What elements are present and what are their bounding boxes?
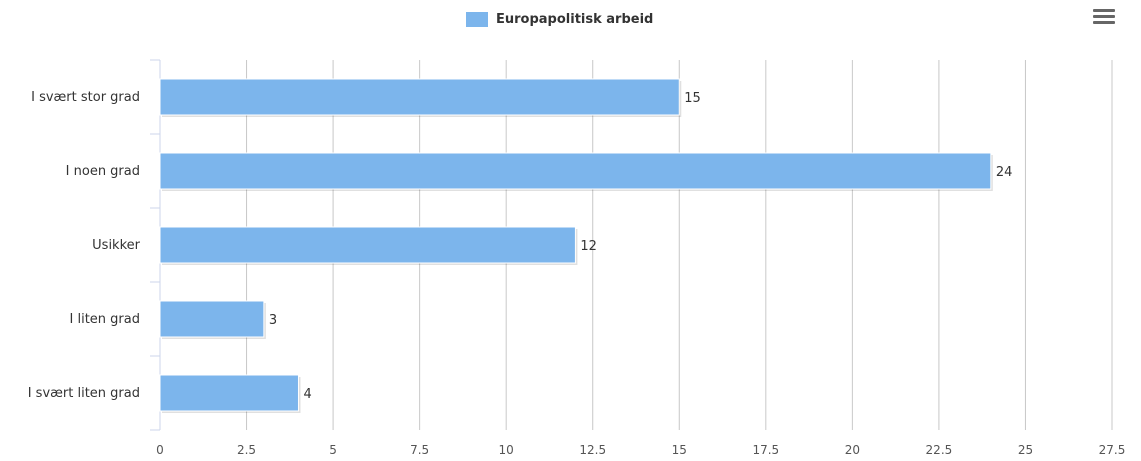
data-label: 3 bbox=[269, 313, 277, 328]
data-label: 15 bbox=[684, 91, 701, 106]
legend-label: Europapolitisk arbeid bbox=[496, 11, 654, 27]
legend[interactable]: Europapolitisk arbeid bbox=[466, 10, 653, 28]
value-axis-ticks: 0 2.5 5 7.5 10 12.5 15 17.5 20 22.5 25 27.5 bbox=[156, 443, 1125, 457]
x-tick-label: 20 bbox=[845, 443, 860, 457]
x-tick-label: 15 bbox=[672, 443, 687, 457]
x-tick-label: 17.5 bbox=[752, 443, 779, 457]
x-tick-label: 12.5 bbox=[579, 443, 606, 457]
x-tick-label: 5 bbox=[329, 443, 337, 457]
data-label: 24 bbox=[996, 165, 1013, 180]
x-tick-label: 7.5 bbox=[410, 443, 429, 457]
x-tick-label: 2.5 bbox=[237, 443, 256, 457]
category-label: Usikker bbox=[92, 238, 140, 253]
data-labels: 15 24 12 3 4 bbox=[269, 91, 1013, 402]
bar[interactable] bbox=[159, 300, 265, 338]
hamburger-menu-icon[interactable] bbox=[1093, 6, 1115, 26]
grid-lines bbox=[246, 60, 1113, 430]
bar[interactable] bbox=[159, 374, 299, 412]
category-label: I liten grad bbox=[70, 312, 140, 327]
x-tick-label: 25 bbox=[1018, 443, 1033, 457]
category-axis: I svært stor grad I noen grad Usikker I lit… bbox=[28, 59, 161, 431]
data-label: 4 bbox=[303, 387, 311, 402]
category-label: I svært stor grad bbox=[31, 90, 140, 105]
x-tick-label: 22.5 bbox=[926, 443, 953, 457]
data-label: 12 bbox=[580, 239, 597, 254]
bar[interactable] bbox=[159, 152, 992, 190]
legend-swatch bbox=[466, 11, 488, 27]
x-tick-label: 10 bbox=[499, 443, 514, 457]
bar[interactable] bbox=[159, 226, 576, 264]
x-tick-label: 0 bbox=[156, 443, 164, 457]
category-label: I svært liten grad bbox=[28, 386, 140, 401]
x-tick-label: 27.5 bbox=[1099, 443, 1126, 457]
bar-series bbox=[159, 78, 993, 413]
category-label: I noen grad bbox=[66, 164, 140, 179]
bar[interactable] bbox=[159, 78, 680, 116]
